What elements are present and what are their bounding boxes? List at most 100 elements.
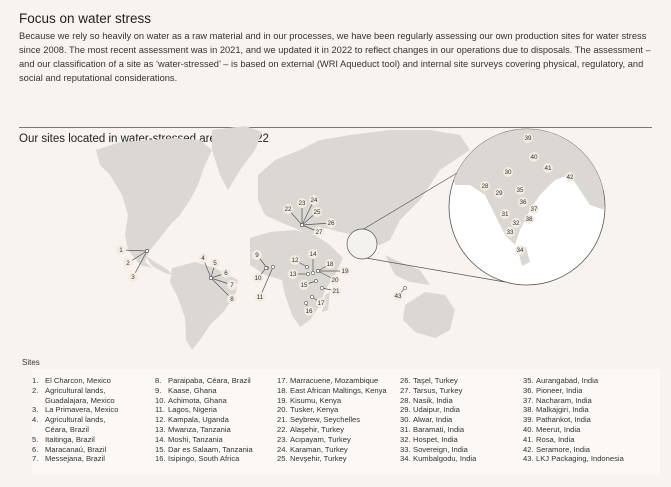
site-label-bg [304,306,314,316]
site-label: 27 [315,229,323,236]
site-label: 15 [300,282,308,289]
site-label: 43 [394,293,402,300]
site-name: Nevşehir, Turkey [290,454,347,464]
site-label: 19 [341,268,349,275]
site-label: 11 [257,294,264,301]
site-name: Hospet, India [413,434,458,444]
site-name: Messejana, Brazil [45,454,105,464]
site-list-item: 14. Moshi, Tanzania [155,435,253,445]
site-label-bg [198,253,208,263]
site-list-item: 18. East African Maltings, Kenya [277,386,387,396]
site-list-item: 41. Rosa, India [523,435,624,445]
site-number: 19. [277,395,288,405]
sites-column: 26. Taşel, Turkey 27. Tarsus, Turkey 28. Nasi… [400,376,476,464]
site-number: 32. [400,434,411,444]
site-number: 41. [523,434,534,444]
site-label-bg [210,258,220,268]
site-name: Guadalajara, Mexico [45,395,115,405]
site-name: Paraipaba, Céara, Brazil [168,376,251,385]
site-label-bg [309,195,319,205]
site-list-item: 1. El Charcon, Mexico [32,376,118,386]
site-label: 12 [291,257,299,264]
site-label-bg [316,298,326,308]
site-number: 9. [155,385,162,395]
site-name: Moshi, Tanzania [168,434,223,444]
site-label: 24 [310,197,318,204]
site-list-item: 29. Udaipur, India [400,405,476,415]
site-name: Malkajgiri, India [536,405,589,415]
site-number: 16. [155,454,166,464]
site-number: 5. [32,434,39,444]
site-list-item: Céara, Brazil [32,425,118,435]
site-list-item: 21. Seybrew, Seychelles [277,415,387,425]
site-list-item: 20. Tusker, Kenya [277,405,387,415]
site-name: Lagos, Nigeria [168,405,217,415]
site-name: Isipingo, South Africa [168,454,240,464]
page-title: Focus on water stress [19,11,152,26]
site-label: 5 [213,260,217,267]
site-list-item: 6. Maracanaú, Brazil [32,445,118,455]
site-name: El Charcon, Mexico [45,376,111,385]
site-name: Marracuene, Mozambique [290,376,379,385]
site-label-bg [524,214,534,224]
site-label-bg [255,292,265,302]
site-point [304,301,308,305]
site-label: 6 [224,270,228,277]
site-label: 8 [230,296,234,303]
site-list-item: 30. Alwar, India [400,415,476,425]
site-number: 20. [277,405,288,415]
site-list-item: 2. Agricultural lands, [32,386,118,396]
central-america [145,255,172,275]
site-list-item: 28. Nasik, India [400,396,476,406]
site-name: Taşel, Turkey [413,376,458,385]
site-label-bg [331,286,341,296]
site-label-bg [283,204,293,214]
site-label-bg [543,163,553,173]
site-number: 38. [523,405,534,415]
site-point [271,265,275,269]
site-label-bg [314,227,324,237]
site-list-item: 11. Lagos, Nigeria [155,405,253,415]
site-label: 29 [495,190,503,197]
site-label-bg [515,245,525,255]
site-list-item: 8. Paraipaba, Céara, Brazil [155,376,253,386]
site-label: 9 [255,252,259,259]
india-inset [448,128,606,286]
site-label-bg [253,273,263,283]
site-label-bg [480,181,490,191]
site-label-bg [511,218,521,228]
site-name: Aurangabad, India [536,376,599,385]
site-list-item: 19. Kisumu, Kenya [277,396,387,406]
site-list-item: 32. Hospet, India [400,435,476,445]
site-list-item: 43. LKJ Packaging, Indonesia [523,454,624,464]
site-number: 17. [277,376,288,385]
site-list-item: 4. Agricultural lands, [32,415,118,425]
site-label-bg [518,197,528,207]
site-name: Agricultural lands, [45,385,106,395]
site-point [314,279,318,283]
site-name: Sovereign, India [413,444,468,454]
site-label: 38 [525,216,533,223]
site-number: 24. [277,444,288,454]
site-label-bg [308,249,318,259]
southeast-asia [385,255,430,285]
site-list-item: 24. Karaman, Turkey [277,445,387,455]
site-number: 26. [400,376,411,385]
site-list-item: 12. Kampala, Uganda [155,415,253,425]
site-number: 29. [400,405,411,415]
site-list-item: 22. Alaşehir, Turkey [277,425,387,435]
site-list-item: 25. Nevşehir, Turkey [277,454,387,464]
site-label: 31 [501,211,509,218]
site-label: 30 [504,169,512,176]
site-label: 33 [506,229,514,236]
site-number: 12. [155,415,166,425]
sites-panel [32,369,660,475]
site-number: 28. [400,395,411,405]
map-title: Our sites located in water-stressed area… [19,133,269,145]
site-name: Rosa, India [536,434,575,444]
site-label-bg [565,172,575,182]
site-list-item: 3. La Primavera, Mexico [32,405,118,415]
site-label: 32 [512,220,520,227]
site-name: Nasik, India [413,395,453,405]
